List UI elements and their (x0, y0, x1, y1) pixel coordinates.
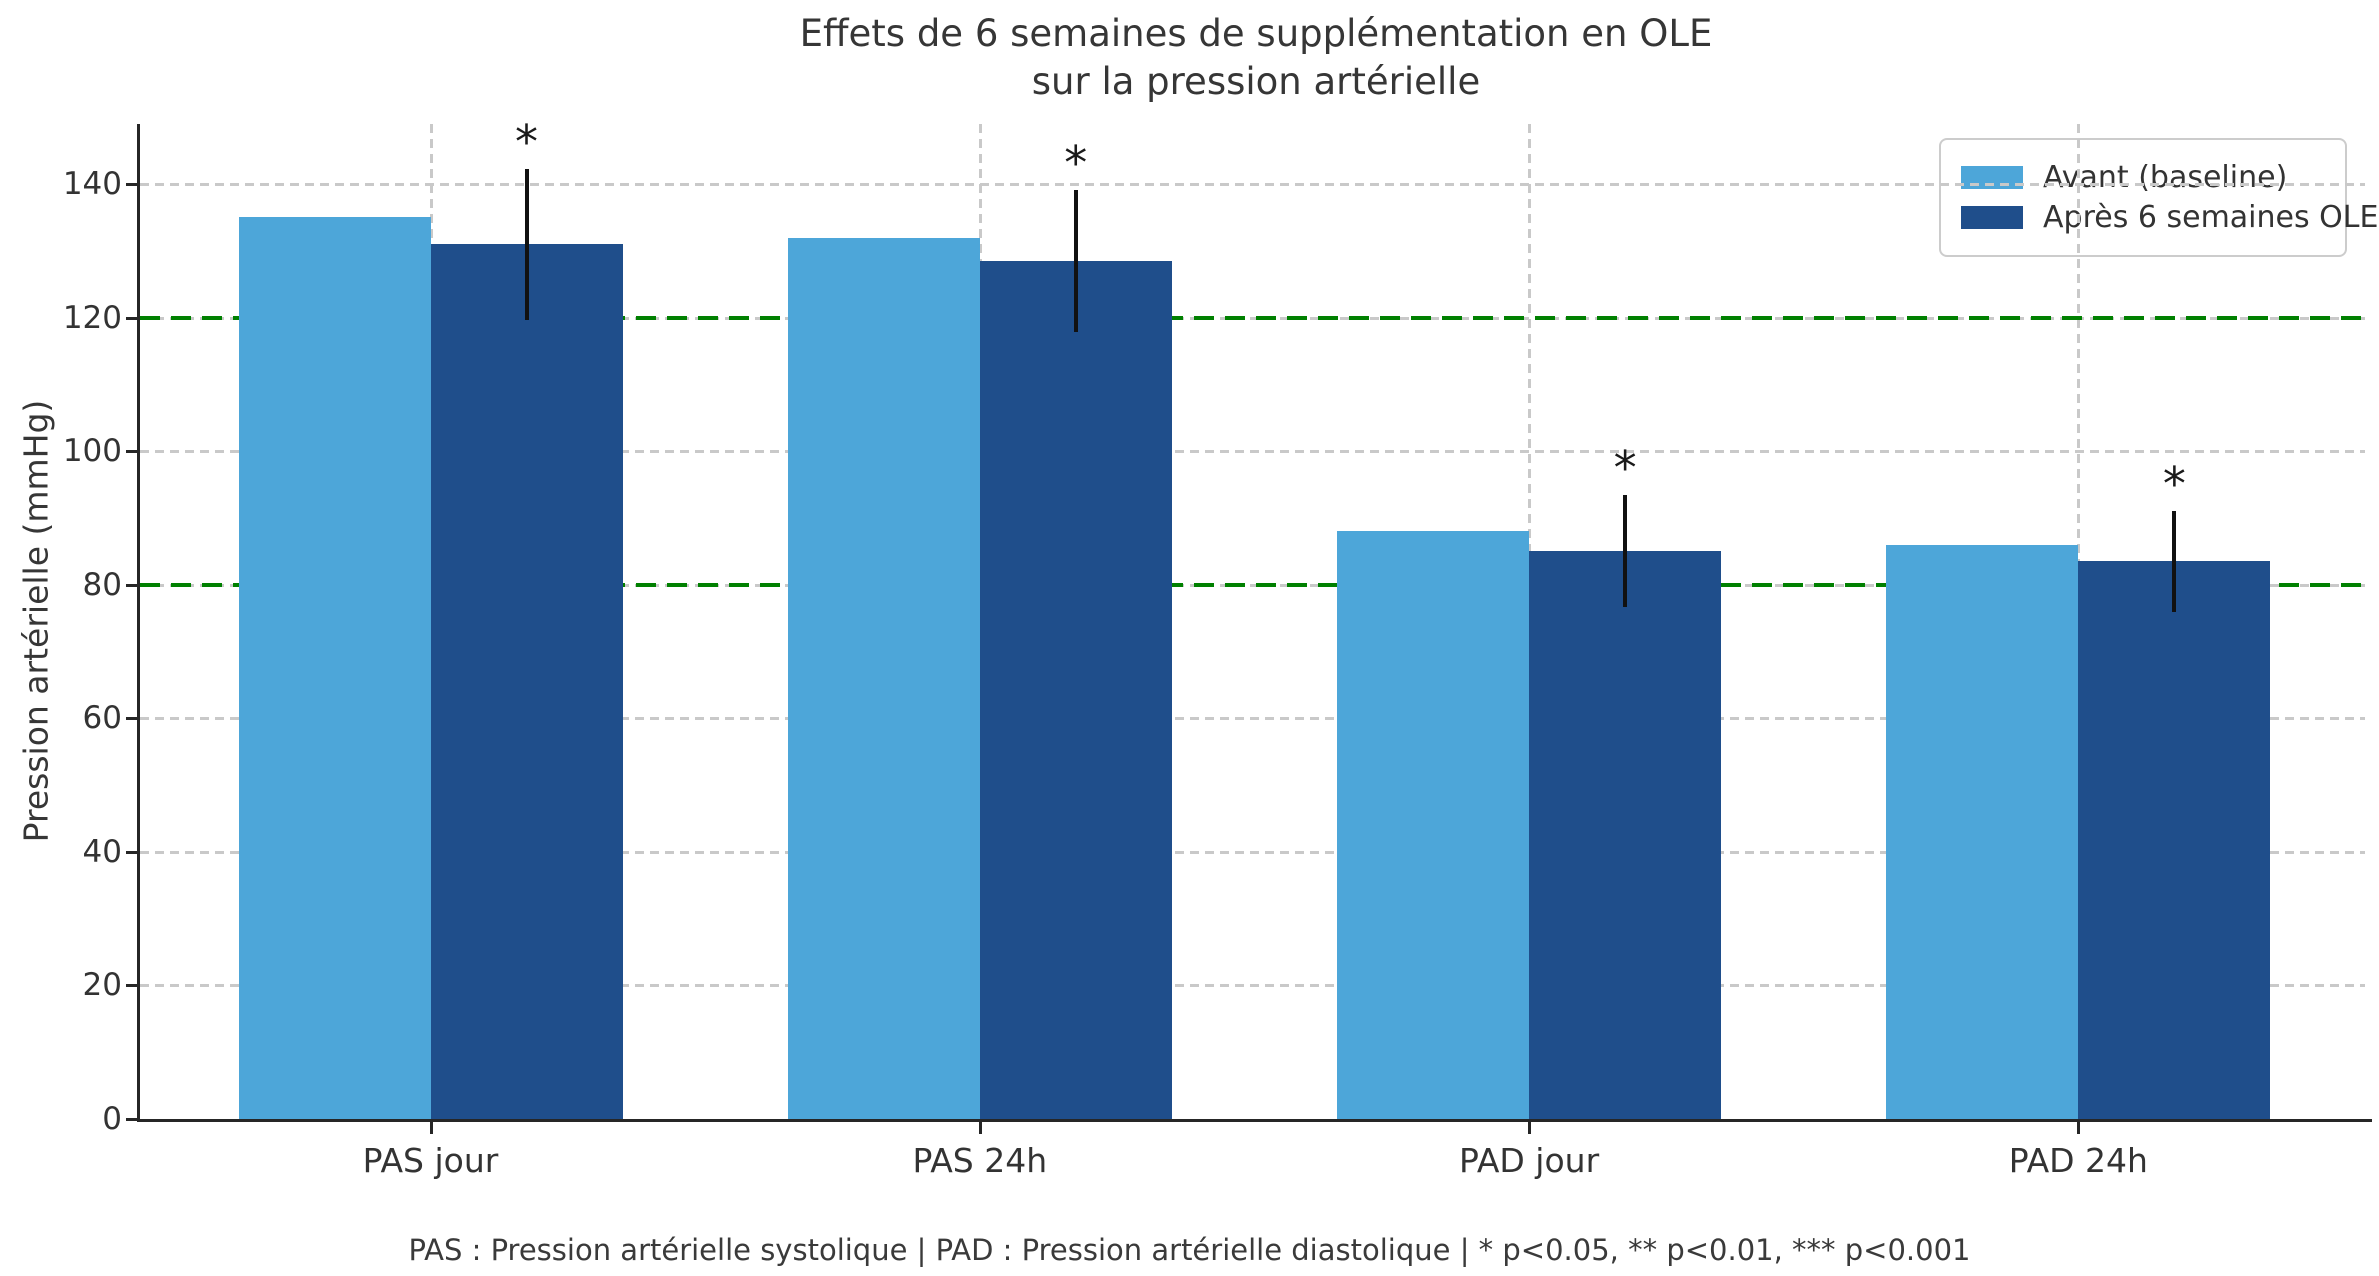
x-axis-spine (137, 1119, 2372, 1122)
bar-apres-pad-jour (1529, 551, 1722, 1119)
error-bar-pas-jour (524, 168, 529, 320)
chart-title-line1: Effets de 6 semaines de supplémentation … (799, 12, 1713, 55)
x-tick-label-4: PAD 24h (2008, 1141, 2148, 1180)
bar-avant-pas-jour (238, 217, 431, 1119)
y-tick-label-100: 100 (62, 433, 122, 470)
error-bar-pad-24h (2172, 510, 2177, 613)
significance-star-pas-jour: * (515, 114, 538, 169)
y-tick-label-20: 20 (82, 967, 122, 1004)
bar-avant-pad-jour (1337, 531, 1530, 1119)
legend-item-apres: Après 6 semaines OLE (1961, 200, 2378, 235)
footnote: PAS : Pression artérielle systolique | P… (408, 1233, 1971, 1267)
significance-star-pad-jour: * (1613, 441, 1637, 496)
y-tick-80 (126, 583, 138, 587)
x-tick-2 (978, 1122, 982, 1134)
y-tick-label-140: 140 (62, 166, 122, 203)
y-tick-label-80: 80 (82, 566, 122, 603)
error-bar-pas-24h (1073, 190, 1078, 332)
y-tick-label-40: 40 (82, 833, 122, 870)
x-tick-label-1: PAS jour (362, 1141, 499, 1180)
gridline-y-140 (140, 183, 2365, 187)
x-tick-3 (1528, 1122, 1532, 1134)
reference-line-120 (140, 315, 2365, 320)
bar-avant-pad-24h (1886, 544, 2079, 1119)
bar-apres-pas-24h (979, 260, 1172, 1119)
reference-line-80 (140, 582, 2365, 587)
gridline-y-60 (140, 717, 2365, 721)
y-tick-60 (126, 717, 138, 721)
gridline-y-100 (140, 450, 2365, 454)
y-tick-label-60: 60 (82, 700, 122, 737)
significance-star-pad-24h: * (2162, 456, 2186, 511)
legend-swatch-apres (1961, 206, 2023, 229)
y-tick-40 (126, 850, 138, 854)
y-tick-label-120: 120 (62, 299, 122, 336)
significance-star-pas-24h: * (1064, 136, 1088, 191)
y-tick-20 (126, 984, 138, 988)
x-tick-label-3: PAD jour (1459, 1141, 1600, 1180)
gridline-y-40 (140, 850, 2365, 854)
bar-apres-pas-jour (430, 244, 623, 1119)
legend: Avant (baseline) Après 6 semaines OLE (1939, 138, 2378, 257)
y-tick-120 (126, 316, 138, 320)
bar-avant-pas-24h (787, 237, 980, 1119)
error-bar-pad-jour (1623, 495, 1628, 608)
gridline-y-20 (140, 984, 2365, 988)
legend-label-avant: Avant (baseline) (2043, 160, 2288, 195)
bar-apres-pad-24h (2078, 561, 2271, 1119)
legend-label-apres: Après 6 semaines OLE (2043, 200, 2379, 235)
chart-title: Effets de 6 semaines de supplémentation … (140, 10, 2372, 106)
x-tick-label-2: PAS 24h (912, 1141, 1048, 1180)
y-tick-0 (126, 1118, 138, 1121)
x-tick-1 (429, 1122, 433, 1134)
y-tick-label-0: 0 (102, 1101, 122, 1137)
legend-item-avant: Avant (baseline) (1961, 160, 2325, 195)
y-axis-spine (137, 124, 140, 1122)
y-tick-100 (126, 450, 138, 454)
y-tick-140 (126, 183, 138, 187)
chart-title-line2: sur la pression artérielle (1031, 60, 1481, 103)
x-tick-4 (2077, 1122, 2081, 1134)
